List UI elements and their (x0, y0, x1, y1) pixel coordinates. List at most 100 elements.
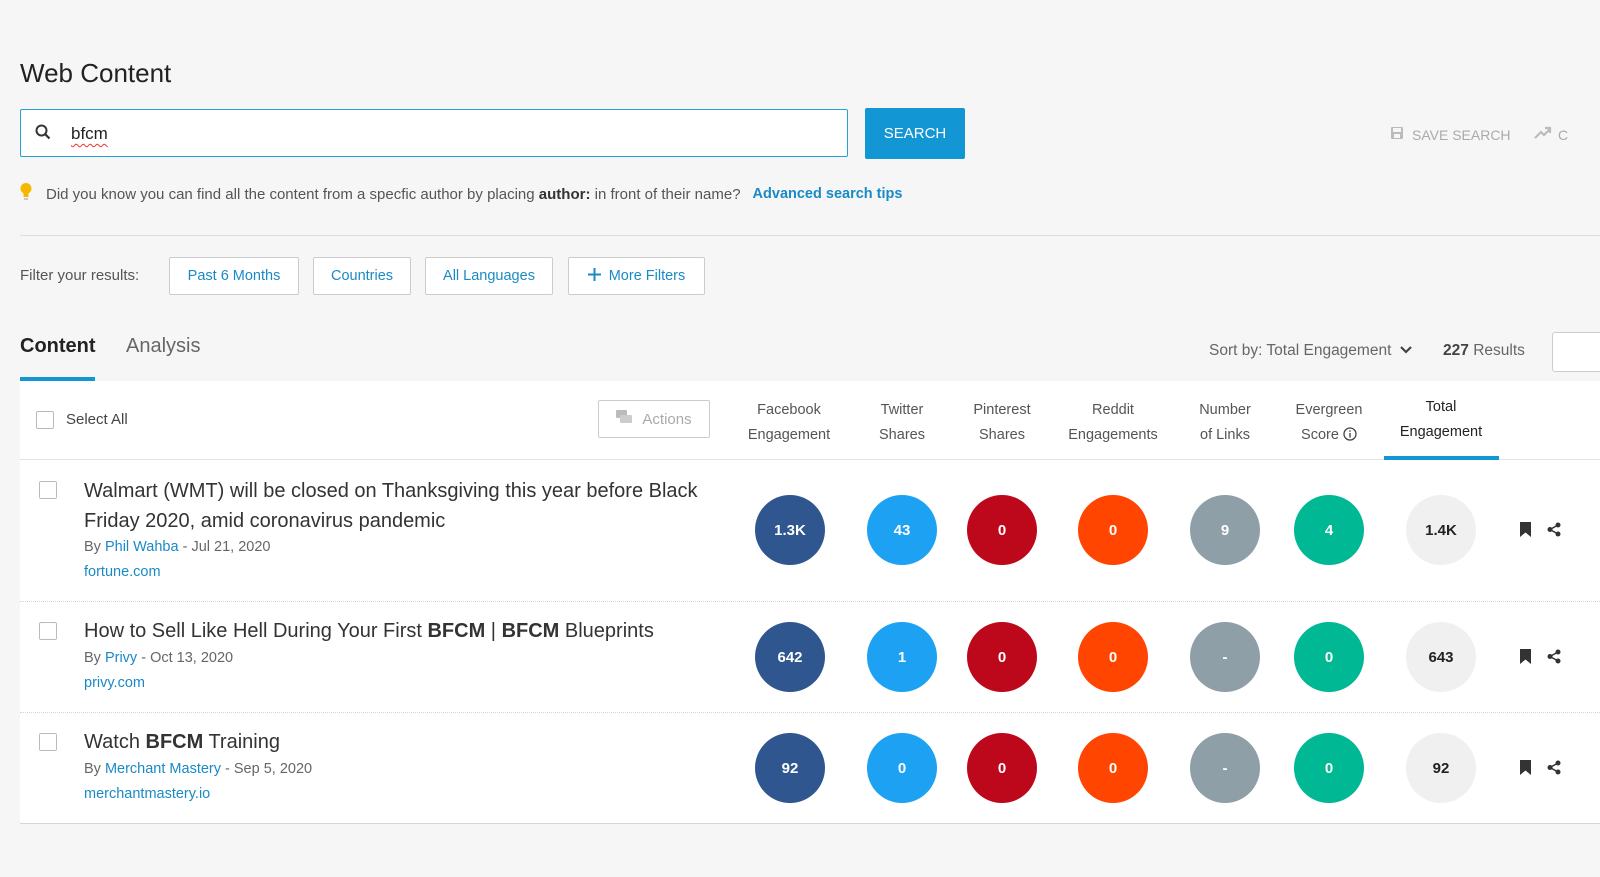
number-of-links-value: 9 (1190, 495, 1260, 565)
search-input[interactable]: bfcm (20, 109, 848, 157)
article-title[interactable]: How to Sell Like Hell During Your First … (84, 616, 704, 646)
select-all-label[interactable]: Select All (66, 411, 128, 428)
col-label-line1: Total (1425, 399, 1457, 415)
facebook-engagement-value: 1.3K (755, 495, 825, 565)
evergreen-score-value: 0 (1294, 733, 1364, 803)
bookmark-icon[interactable] (1520, 649, 1531, 669)
title-part: | (485, 620, 502, 642)
number-of-links-value: - (1190, 622, 1260, 692)
title-part: Watch (84, 731, 146, 753)
search-button[interactable]: SEARCH (865, 108, 965, 159)
search-tip: Did you know you can find all the conten… (20, 182, 902, 206)
row-checkbox[interactable] (39, 481, 57, 499)
total-engagement-value: 643 (1406, 622, 1476, 692)
chevron-down-icon (1399, 342, 1413, 360)
tip-text-bold: author: (538, 185, 591, 203)
col-twitter-shares[interactable]: Twitter Shares (842, 398, 962, 448)
article-title[interactable]: Walmart (WMT) will be closed on Thanksgi… (84, 480, 698, 532)
table-header: Select All Actions Facebook Engagement T… (20, 381, 1600, 460)
search-query[interactable]: bfcm (71, 124, 108, 143)
save-search-button[interactable]: SAVE SEARCH (1390, 126, 1511, 143)
meta-by: By (84, 650, 101, 666)
table-row: Walmart (WMT) will be closed on Thanksgi… (20, 460, 1600, 602)
divider (20, 235, 1600, 236)
title-keyword: BFCM (145, 731, 204, 753)
twitter-shares-value: 1 (867, 622, 937, 692)
col-label-line2: Engagement (747, 427, 831, 443)
share-icon[interactable] (1547, 760, 1561, 780)
col-number-of-links[interactable]: Number of Links (1165, 398, 1285, 448)
domain-link[interactable]: fortune.com (84, 564, 161, 580)
evergreen-score-value: 0 (1294, 622, 1364, 692)
author-link[interactable]: Privy (104, 650, 138, 666)
author-link[interactable]: Phil Wahba (104, 539, 179, 555)
filter-past-6-months[interactable]: Past 6 Months (169, 257, 299, 295)
meta-by: By (84, 761, 101, 777)
col-label-line1: Number (1199, 402, 1251, 418)
col-reddit-engagements[interactable]: Reddit Engagements (1053, 398, 1173, 448)
reddit-engagements-value: 0 (1078, 495, 1148, 565)
evergreen-score-value: 4 (1294, 495, 1364, 565)
twitter-shares-value: 43 (867, 495, 937, 565)
col-evergreen-score[interactable]: Evergreen Score (1269, 398, 1389, 450)
article-meta: By Merchant Mastery - Sep 5, 2020 (84, 761, 312, 777)
trend-icon (1534, 126, 1552, 143)
col-pinterest-shares[interactable]: Pinterest Shares (942, 398, 1062, 448)
article-title[interactable]: Watch BFCM Training (84, 727, 704, 757)
bookmark-icon[interactable] (1520, 522, 1531, 542)
view-toggle[interactable] (1552, 332, 1600, 372)
active-sort-underline (1384, 456, 1499, 460)
results-count: 227 Results (1443, 342, 1525, 360)
filter-label: Filter your results: (20, 267, 140, 284)
article-date: - Oct 13, 2020 (141, 650, 234, 666)
more-filters-button[interactable]: More Filters (568, 257, 705, 295)
select-all-checkbox[interactable] (36, 411, 54, 429)
author-link[interactable]: Merchant Mastery (104, 761, 221, 777)
trend-action-button[interactable]: C (1534, 126, 1568, 143)
title-keyword: BFCM (427, 620, 486, 642)
row-checkbox[interactable] (39, 622, 57, 640)
col-label-line1: Reddit (1092, 402, 1134, 418)
table-row: How to Sell Like Hell During Your First … (20, 601, 1600, 713)
facebook-engagement-value: 92 (755, 733, 825, 803)
title-keyword: BFCM (501, 620, 560, 642)
meta-by: By (84, 539, 101, 555)
pinterest-shares-value: 0 (967, 495, 1037, 565)
domain-link[interactable]: merchantmastery.io (84, 786, 211, 802)
results-label: Results (1473, 342, 1525, 359)
actions-button[interactable]: Actions (598, 400, 710, 438)
filter-countries[interactable]: Countries (313, 257, 411, 295)
article-meta: By Privy - Oct 13, 2020 (84, 650, 233, 666)
tab-content[interactable]: Content (20, 335, 96, 357)
total-engagement-value: 1.4K (1406, 495, 1476, 565)
col-label-line1: Pinterest (973, 402, 1031, 418)
number-of-links-value: - (1190, 733, 1260, 803)
article-meta: By Phil Wahba - Jul 21, 2020 (84, 539, 270, 555)
lightbulb-icon (20, 182, 32, 206)
share-icon[interactable] (1547, 522, 1561, 542)
domain-link[interactable]: privy.com (84, 675, 145, 691)
reddit-engagements-value: 0 (1078, 622, 1148, 692)
tab-analysis[interactable]: Analysis (126, 335, 201, 357)
share-icon[interactable] (1547, 649, 1561, 669)
advanced-search-tips-link[interactable]: Advanced search tips (752, 186, 903, 202)
total-engagement-value: 92 (1406, 733, 1476, 803)
col-label-line2: Score (1301, 427, 1339, 443)
info-icon[interactable] (1343, 425, 1357, 450)
sort-dropdown[interactable]: Sort by: Total Engagement (1209, 342, 1413, 360)
col-total-engagement[interactable]: Total Engagement (1381, 395, 1501, 445)
filter-all-languages[interactable]: All Languages (425, 257, 553, 295)
table-row: Watch BFCM Training By Merchant Mastery … (20, 712, 1600, 824)
col-label-line2: Engagement (1399, 424, 1483, 440)
title-part: Training (203, 731, 280, 753)
save-search-label: SAVE SEARCH (1412, 126, 1511, 143)
col-label-line2: of Links (1200, 427, 1250, 443)
row-checkbox[interactable] (39, 733, 57, 751)
col-label-line2: Shares (879, 427, 925, 443)
bookmark-icon[interactable] (1520, 760, 1531, 780)
trend-action-label: C (1558, 126, 1569, 143)
article-date: - Sep 5, 2020 (225, 761, 313, 777)
col-facebook-engagement[interactable]: Facebook Engagement (729, 398, 849, 448)
col-label-line2: Shares (979, 427, 1025, 443)
tip-text-after: in front of their name? (594, 185, 741, 203)
